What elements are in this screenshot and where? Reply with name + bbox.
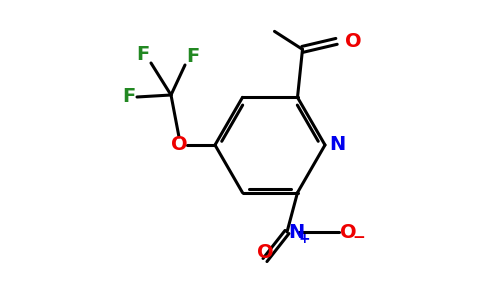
Text: O: O bbox=[171, 136, 187, 154]
Text: −: − bbox=[352, 230, 365, 244]
Text: N: N bbox=[329, 136, 345, 154]
Text: +: + bbox=[299, 232, 311, 246]
Text: F: F bbox=[136, 46, 150, 64]
Text: N: N bbox=[288, 223, 304, 242]
Text: O: O bbox=[257, 243, 273, 262]
Text: F: F bbox=[186, 47, 199, 67]
Text: O: O bbox=[345, 32, 361, 51]
Text: O: O bbox=[340, 223, 357, 242]
Text: F: F bbox=[122, 88, 136, 106]
